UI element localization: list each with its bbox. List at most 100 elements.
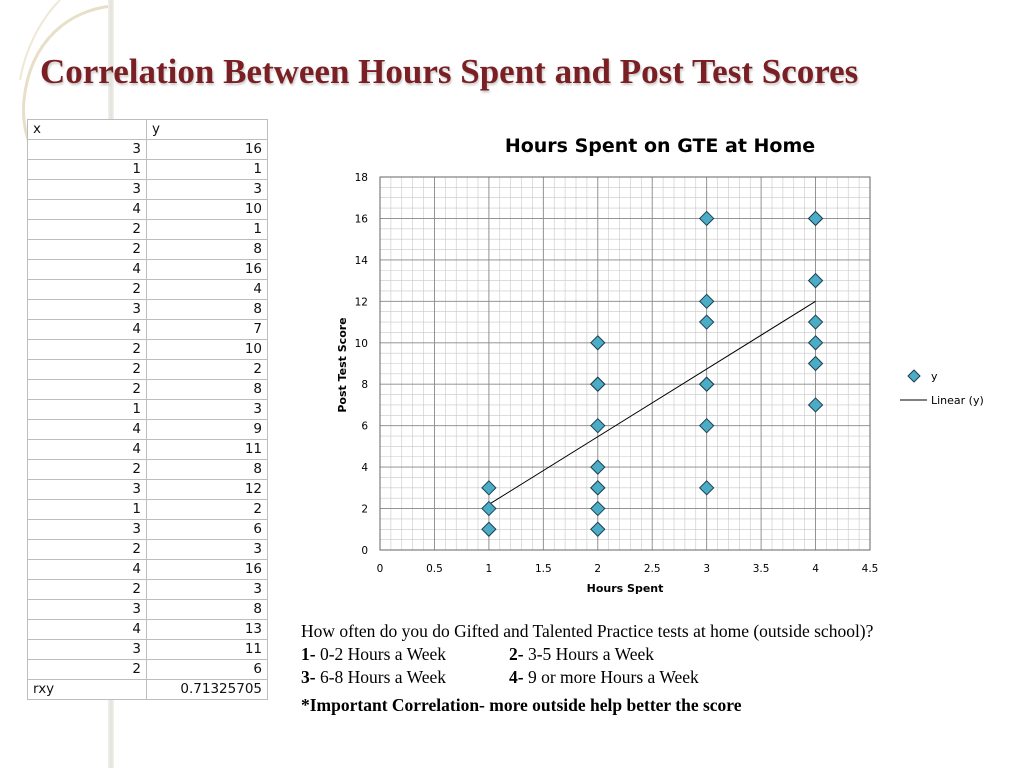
x-cell: 2 (27, 239, 147, 260)
y-cell: 8 (146, 299, 268, 320)
option-2: 2- 3-5 Hours a Week (509, 643, 654, 666)
y-cell: 1 (146, 159, 268, 180)
table-row: 3 12 (27, 479, 268, 500)
data-point (698, 314, 715, 330)
x-cell: 2 (27, 339, 147, 360)
data-point (481, 500, 497, 517)
option-number: 3- (301, 667, 316, 687)
y-cell: 9 (146, 419, 268, 440)
y-cell: 4 (146, 279, 268, 300)
y-cell: 6 (146, 659, 268, 680)
x-cell: 2 (27, 279, 147, 300)
data-point (590, 521, 606, 537)
x-axis-label: Hours Spent (587, 582, 664, 595)
data-point (590, 417, 606, 434)
table-row: 4 13 (27, 619, 268, 640)
legend-marker-y (907, 369, 921, 383)
correlation-note: *Important Correlation- more outside hel… (301, 695, 742, 715)
trendline (488, 300, 816, 505)
data-point (807, 272, 824, 289)
slide-title: Correlation Between Hours Spent and Post… (40, 52, 859, 91)
y-tick-label: 4 (361, 462, 368, 474)
y-cell: 11 (146, 439, 268, 460)
x-cell: rxy (27, 679, 147, 700)
x-cell: 3 (27, 179, 147, 200)
y-tick-labels: 0 2 4 6 8 10 12 14 16 18 (355, 172, 369, 557)
data-point (807, 355, 824, 372)
option-1: 1- 0-2 Hours a Week (301, 643, 509, 666)
y-cell: 12 (146, 479, 268, 500)
y-tick-label: 14 (355, 255, 369, 267)
y-cell: 0.71325705 (146, 679, 268, 700)
y-cell: 16 (146, 259, 268, 280)
y-cell: 7 (146, 319, 268, 340)
y-cell: y (146, 119, 268, 140)
scatter-chart: Hours Spent on GTE at Home 0246810121416… (336, 135, 984, 595)
x-tick-label: 3.5 (753, 563, 770, 575)
table-row: 4 16 (27, 559, 268, 580)
question-block: How often do you do Gifted and Talented … (301, 620, 991, 717)
data-point (807, 210, 824, 227)
options-row-2: 3- 6-8 Hours a Week 4- 9 or more Hours a … (301, 666, 991, 689)
x-cell: 3 (27, 139, 147, 160)
option-label: 0-2 Hours a Week (319, 644, 447, 664)
y-cell: 10 (146, 199, 268, 220)
y-tick-label: 8 (361, 379, 368, 391)
table-row: 3 16 (27, 139, 268, 160)
x-tick-label: 4.5 (862, 563, 879, 575)
option-label: 9 or more Hours a Week (527, 667, 699, 687)
x-cell: 3 (27, 479, 147, 500)
y-tick-label: 10 (355, 338, 368, 350)
x-cell: 4 (27, 259, 147, 280)
x-cell: 2 (27, 359, 147, 380)
y-axis-label: Post Test Score (336, 317, 349, 412)
option-3: 3- 6-8 Hours a Week (301, 666, 509, 689)
data-point (807, 397, 824, 413)
y-tick-label: 0 (361, 545, 368, 557)
data-point (590, 480, 606, 496)
table-row: 4 11 (27, 439, 268, 460)
x-tick-label: 0 (377, 563, 384, 575)
y-tick-label: 16 (355, 213, 369, 225)
x-cell: 2 (27, 579, 147, 600)
legend-label-linear: Linear (y) (931, 394, 984, 407)
y-cell: 3 (146, 539, 268, 560)
table-footer-row: rxy 0.71325705 (27, 679, 268, 700)
y-cell: 2 (146, 499, 268, 520)
y-cell: 11 (146, 639, 268, 660)
data-point (698, 376, 715, 392)
y-cell: 2 (146, 359, 268, 380)
table-row: 4 16 (27, 259, 268, 280)
x-cell: 1 (27, 499, 147, 520)
x-cell: 4 (27, 419, 147, 440)
x-cell: 4 (27, 319, 147, 340)
chart-grid (379, 176, 871, 551)
question-text: How often do you do Gifted and Talented … (301, 621, 874, 641)
x-cell: 2 (27, 459, 147, 480)
x-cell: 1 (27, 159, 147, 180)
x-tick-labels: 0 0.5 1 1.5 2 2.5 3 3.5 4 4.5 (377, 563, 879, 575)
x-cell: 4 (27, 559, 147, 580)
option-number: 1- (301, 644, 316, 664)
y-cell: 16 (146, 559, 268, 580)
x-cell: x (27, 119, 147, 140)
data-point (698, 480, 715, 496)
x-tick-label: 1.5 (535, 563, 552, 575)
option-number: 4- (509, 667, 524, 687)
option-number: 2- (509, 644, 524, 664)
y-cell: 8 (146, 599, 268, 620)
data-points (481, 210, 824, 537)
option-4: 4- 9 or more Hours a Week (509, 666, 699, 689)
y-cell: 3 (146, 179, 268, 200)
